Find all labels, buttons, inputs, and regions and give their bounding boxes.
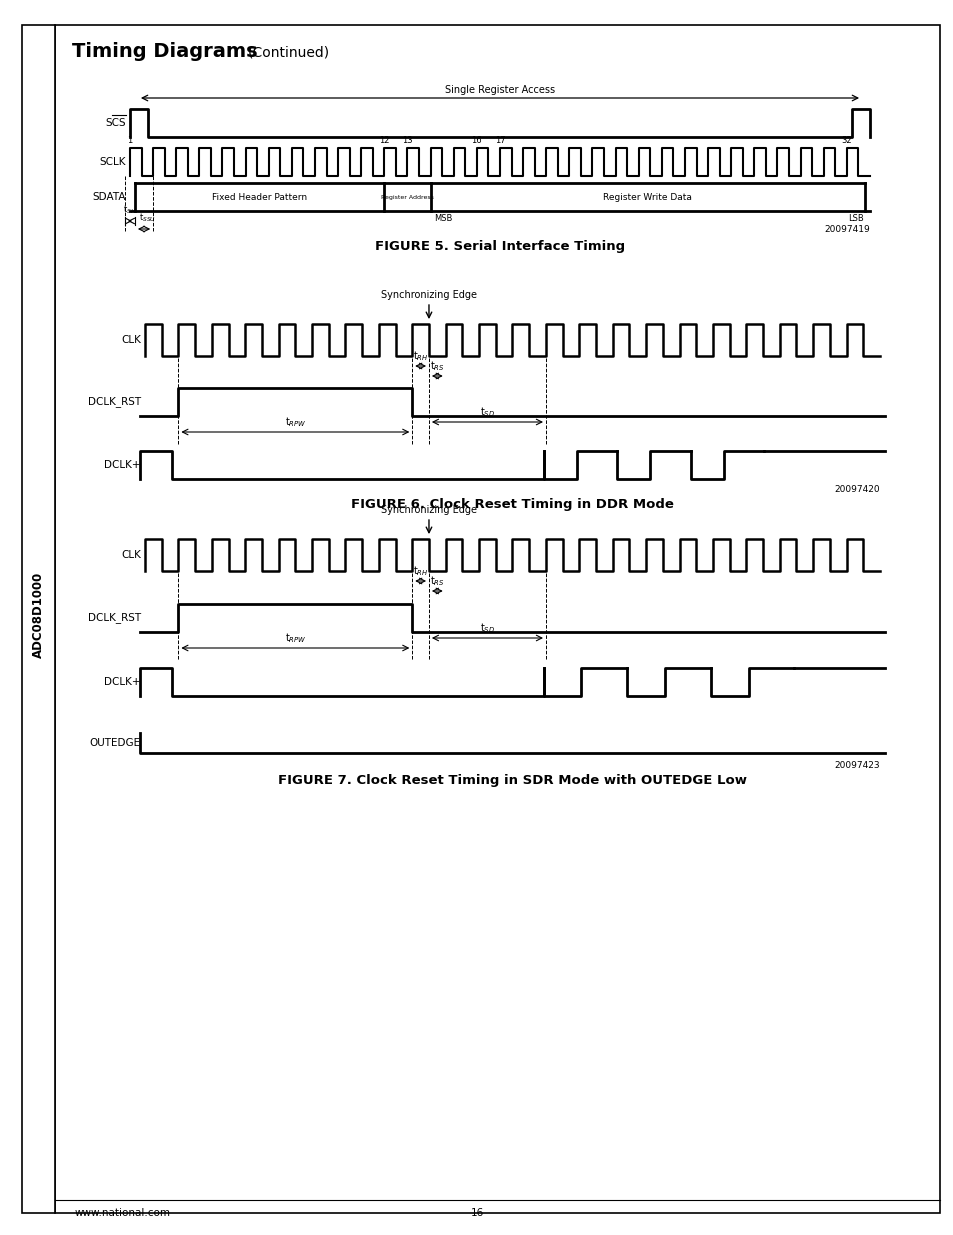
Text: 1: 1 xyxy=(128,136,132,144)
Text: DCLK_RST: DCLK_RST xyxy=(88,396,141,408)
Text: CLK: CLK xyxy=(121,550,141,559)
Text: CLK: CLK xyxy=(121,335,141,345)
Text: DCLK_RST: DCLK_RST xyxy=(88,613,141,624)
Text: OUTEDGE: OUTEDGE xyxy=(90,739,141,748)
Text: Single Register Access: Single Register Access xyxy=(444,85,555,95)
Text: 12: 12 xyxy=(378,136,389,144)
Text: Fixed Header Pattern: Fixed Header Pattern xyxy=(212,193,307,201)
Text: DCLK+: DCLK+ xyxy=(105,677,141,687)
Text: SCLK: SCLK xyxy=(99,157,126,167)
Text: t$_{RPW}$: t$_{RPW}$ xyxy=(284,415,306,429)
Text: (Continued): (Continued) xyxy=(248,44,330,59)
Text: www.national.com: www.national.com xyxy=(75,1208,171,1218)
Text: 20097420: 20097420 xyxy=(834,485,879,494)
Text: t$_{SSU}$: t$_{SSU}$ xyxy=(138,211,155,224)
Text: t$_{SD}$: t$_{SD}$ xyxy=(479,405,495,419)
Text: FIGURE 6. Clock Reset Timing in DDR Mode: FIGURE 6. Clock Reset Timing in DDR Mode xyxy=(351,498,673,511)
Text: t$_{RPW}$: t$_{RPW}$ xyxy=(284,631,306,645)
Text: 20097419: 20097419 xyxy=(823,225,869,233)
Text: t$_{SD}$: t$_{SD}$ xyxy=(479,621,495,635)
Text: SCS: SCS xyxy=(105,119,126,128)
Text: DCLK+: DCLK+ xyxy=(105,459,141,471)
Text: t$_{RS}$: t$_{RS}$ xyxy=(430,574,444,588)
Text: MSB: MSB xyxy=(435,214,453,224)
Text: Timing Diagrams: Timing Diagrams xyxy=(71,42,257,61)
Text: SDATA: SDATA xyxy=(92,191,126,203)
Text: Synchronizing Edge: Synchronizing Edge xyxy=(380,290,476,300)
Text: t$_{SH}$: t$_{SH}$ xyxy=(123,204,136,216)
Text: 16: 16 xyxy=(471,136,481,144)
Text: t$_{RH}$: t$_{RH}$ xyxy=(413,350,428,363)
Text: Register Write Data: Register Write Data xyxy=(602,193,692,201)
Text: 32: 32 xyxy=(841,136,851,144)
Text: t$_{RS}$: t$_{RS}$ xyxy=(430,359,444,373)
Text: t$_{RH}$: t$_{RH}$ xyxy=(413,564,428,578)
Text: 20097423: 20097423 xyxy=(834,761,879,769)
Text: 13: 13 xyxy=(402,136,413,144)
Text: Synchronizing Edge: Synchronizing Edge xyxy=(380,505,476,515)
Text: FIGURE 7. Clock Reset Timing in SDR Mode with OUTEDGE Low: FIGURE 7. Clock Reset Timing in SDR Mode… xyxy=(277,774,746,787)
Text: FIGURE 5. Serial Interface Timing: FIGURE 5. Serial Interface Timing xyxy=(375,240,624,253)
Text: 17: 17 xyxy=(495,136,505,144)
Text: LSB: LSB xyxy=(847,214,863,224)
Text: Register Address: Register Address xyxy=(380,194,434,200)
Text: ADC08D1000: ADC08D1000 xyxy=(31,572,45,658)
Text: 16: 16 xyxy=(470,1208,483,1218)
Bar xyxy=(22,25,55,1213)
